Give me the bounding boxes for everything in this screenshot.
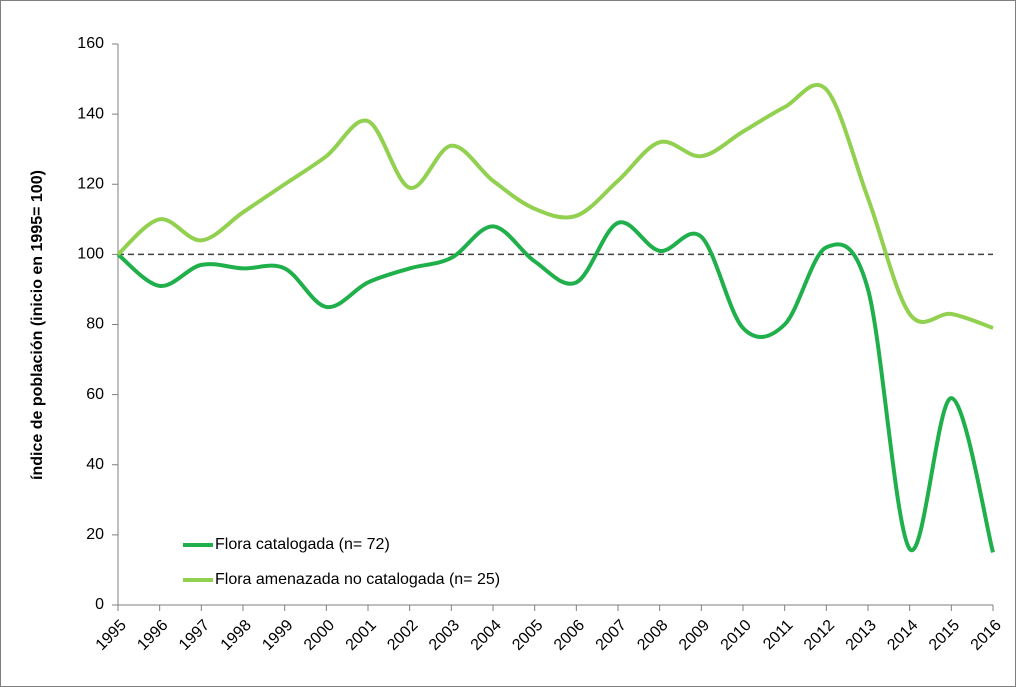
y-axis-label: índice de población (inicio en 1995= 100… bbox=[29, 170, 46, 480]
series-line bbox=[116, 82, 994, 330]
y-tick-label: 40 bbox=[86, 456, 104, 473]
y-tick-label: 60 bbox=[86, 386, 104, 403]
legend-label: Flora amenazada no catalogada (n= 25) bbox=[215, 571, 500, 588]
legend-label: Flora catalogada (n= 72) bbox=[215, 536, 390, 553]
y-tick-label: 0 bbox=[95, 596, 104, 613]
y-tick-label: 120 bbox=[77, 175, 104, 192]
y-tick-label: 140 bbox=[77, 105, 104, 122]
y-tick-label: 100 bbox=[77, 246, 104, 263]
y-tick-label: 80 bbox=[86, 316, 104, 333]
series-line bbox=[116, 220, 995, 553]
y-tick-label: 160 bbox=[77, 35, 104, 52]
y-tick-label: 20 bbox=[86, 526, 104, 543]
